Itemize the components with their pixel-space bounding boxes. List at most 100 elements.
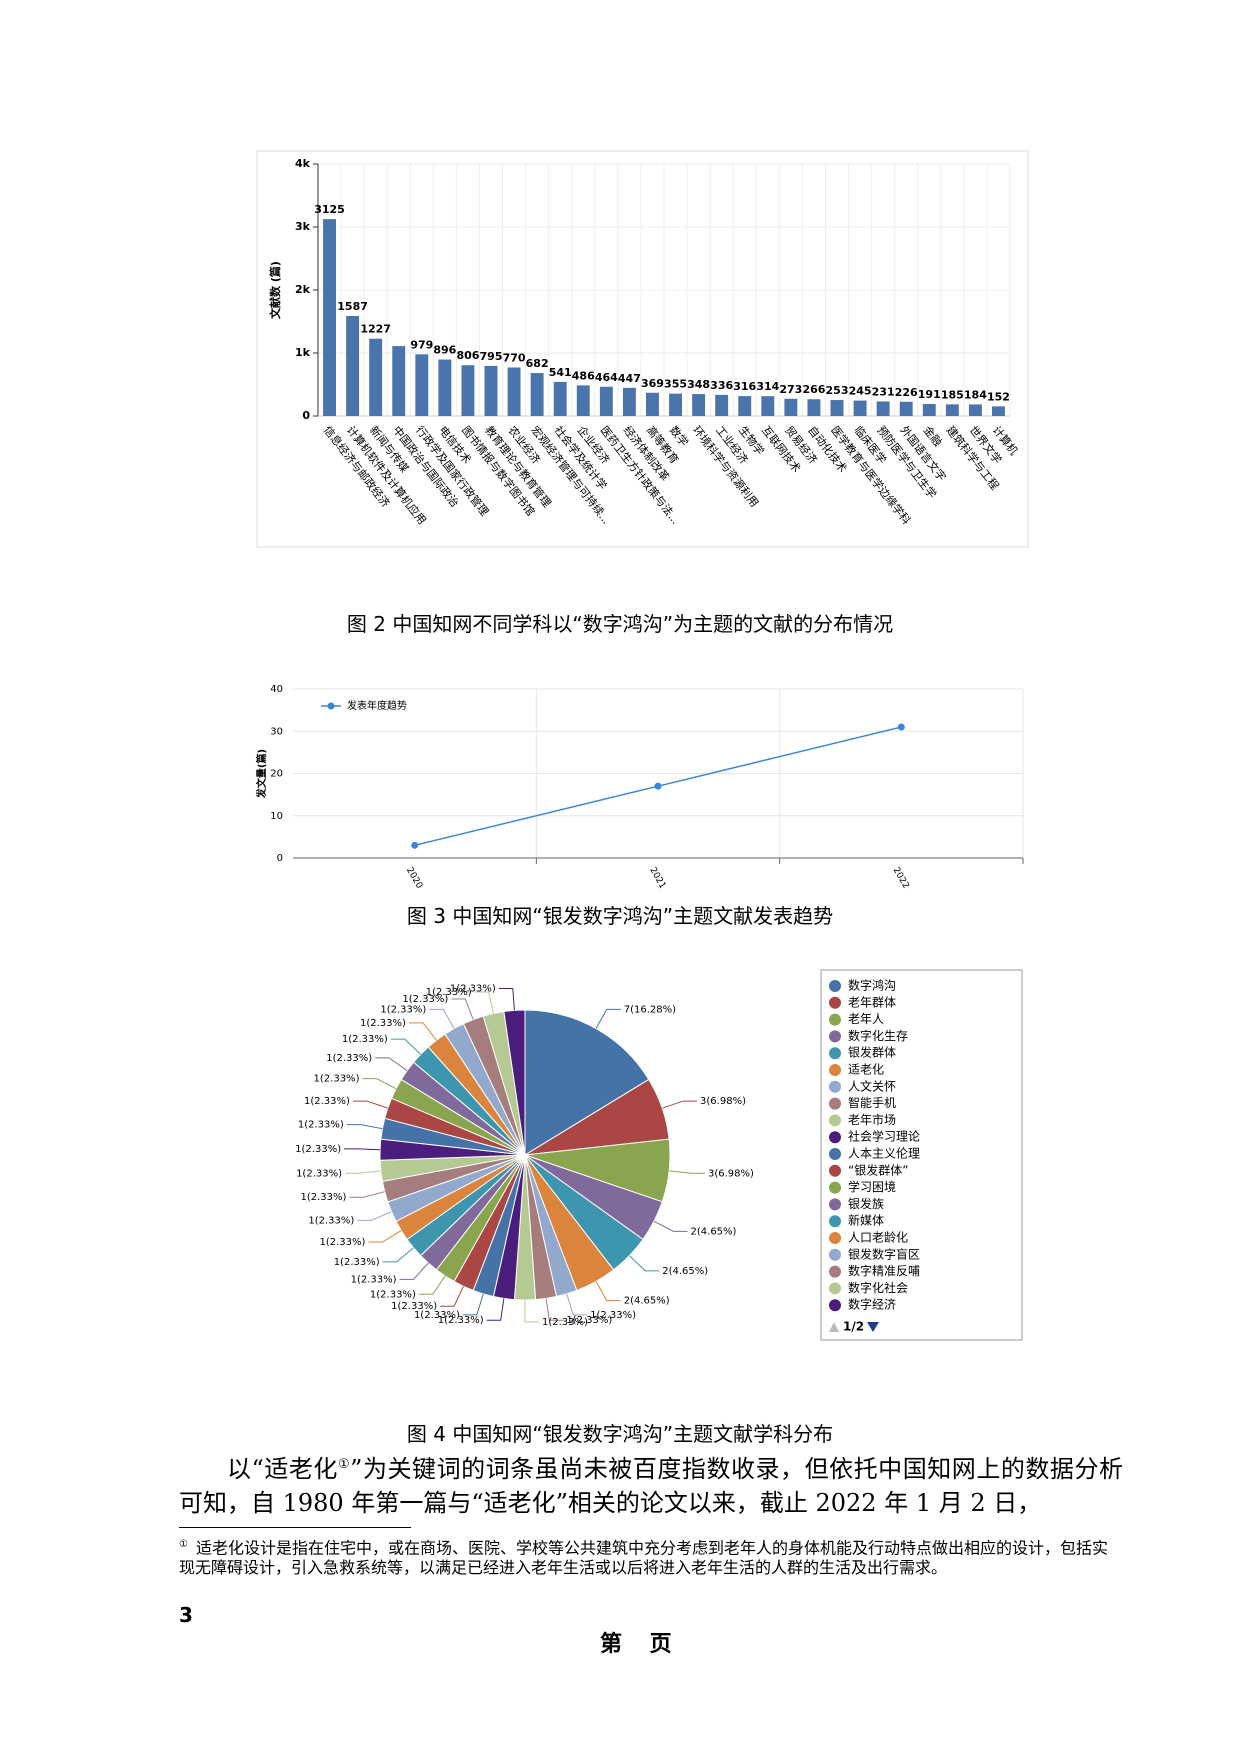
point	[654, 782, 662, 790]
bar	[807, 399, 821, 416]
legend-label: 数字化生存	[848, 1028, 908, 1043]
bar	[715, 394, 729, 416]
x-tick-label: 2020	[404, 866, 424, 891]
legend-page: 1/2	[843, 1320, 864, 1334]
leader-line	[344, 1148, 381, 1151]
value-label: 184	[964, 388, 987, 401]
leader-line	[346, 1124, 383, 1130]
legend-label: 银发群体	[848, 1045, 896, 1060]
legend-marker	[829, 1131, 841, 1144]
y-tick-label: 10	[270, 811, 283, 822]
value-label: 806	[456, 349, 479, 362]
paragraph-text: 以“适老化	[227, 1455, 338, 1483]
leader-line	[545, 1298, 564, 1321]
slice-label: 1(2.33%)	[450, 983, 496, 994]
legend-label: 社会学习理论	[848, 1129, 920, 1144]
legend-marker	[829, 1232, 841, 1244]
legend-label: 数字经济	[848, 1297, 896, 1312]
leader-line	[566, 1293, 588, 1316]
value-label: 447	[618, 372, 641, 385]
slice-label: 1(2.33%)	[590, 1310, 636, 1321]
leader-line	[595, 1008, 621, 1029]
value-label: 336	[710, 379, 733, 392]
bar	[622, 387, 636, 416]
slice-label: 1(2.33%)	[342, 1034, 388, 1045]
legend-marker	[829, 980, 841, 992]
leader-line	[629, 1255, 660, 1272]
slice-label: 1(2.33%)	[360, 1018, 406, 1029]
value-label: 979	[410, 338, 433, 351]
pie-slice	[524, 1009, 650, 1156]
figure-caption: 图 3 中国知网“银发数字鸿沟”主题文献发表趋势	[406, 904, 834, 928]
legend-label: 银发族	[848, 1196, 884, 1211]
value-label: 486	[572, 369, 595, 382]
footnote-mark: ①	[179, 1539, 188, 1550]
leader-line	[595, 1281, 621, 1302]
y-tick-label: 1k	[295, 346, 311, 359]
bar	[761, 396, 775, 416]
bar	[553, 381, 567, 416]
slice-label: 3(6.98%)	[700, 1096, 746, 1107]
legend-marker	[829, 1248, 841, 1261]
bar	[968, 404, 982, 416]
bar	[669, 393, 682, 416]
y-axis-title: 发文量(篇)	[255, 749, 268, 799]
legend-marker	[829, 1064, 841, 1076]
legend-marker	[829, 996, 841, 1009]
bar	[692, 394, 706, 416]
footer: 第 页	[600, 1632, 682, 1657]
slice-label: 1(2.33%)	[438, 1315, 484, 1326]
value-label: 316	[733, 380, 756, 393]
value-label: 3125	[314, 203, 345, 216]
y-tick-label: 40	[270, 684, 283, 695]
bar	[599, 386, 613, 416]
paragraph-text: ”为关键词的词条虽尚未被百度指数收录，但依托中国知网上的数据分析可知，自 198…	[179, 1455, 1123, 1517]
bar	[830, 400, 844, 416]
leader-line	[345, 1170, 381, 1174]
slice-label: 1(2.33%)	[542, 1317, 588, 1328]
bar	[507, 367, 521, 416]
pie-slice	[503, 1009, 526, 1156]
legend-marker	[829, 1215, 841, 1228]
leader-line	[486, 1298, 505, 1321]
leader-line	[390, 1038, 421, 1055]
bar	[438, 359, 452, 416]
value-label: 185	[941, 388, 964, 401]
bar	[899, 401, 913, 416]
x-tick-label: 2022	[891, 866, 911, 891]
legend-label: 人口老龄化	[848, 1231, 908, 1245]
slice-label: 1(2.33%)	[370, 1289, 416, 1300]
leader-line	[451, 998, 474, 1020]
bar	[784, 398, 798, 416]
leader-line	[429, 1008, 455, 1029]
slice-label: 1(2.33%)	[326, 1053, 372, 1064]
value-label: 266	[802, 383, 825, 396]
slice-label: 1(2.33%)	[304, 1096, 350, 1107]
legend-marker	[829, 1030, 841, 1043]
value-label: 770	[503, 351, 526, 364]
legend-marker	[829, 1181, 841, 1194]
legend-label: 数字精准反哺	[848, 1263, 920, 1278]
legend-marker	[829, 1047, 841, 1060]
slice-label: 2(4.65%)	[662, 1266, 708, 1277]
bar	[992, 406, 1005, 416]
bar	[576, 385, 590, 416]
legend-label: 老年人	[848, 1012, 884, 1026]
bar	[922, 403, 936, 416]
bar	[415, 354, 429, 416]
legend-label: 发表年度趋势	[347, 699, 407, 712]
bar	[392, 346, 406, 416]
legend-label: 老年市场	[848, 1112, 896, 1127]
y-axis-title: 文献数 (篇)	[268, 261, 282, 319]
leader-line	[662, 1100, 698, 1109]
footnote: ① 适老化设计是指在住宅中，或在商场、医院、学校等公共建筑中充分考虑到老年人的身体…	[179, 1535, 1109, 1578]
leader-line	[368, 1230, 402, 1243]
point	[411, 841, 419, 849]
point	[897, 723, 905, 731]
value-label: 245	[849, 385, 872, 398]
slice-label: 1(2.33%)	[296, 1168, 342, 1179]
legend-label: 人本主义伦理	[848, 1146, 920, 1161]
value-label: 464	[595, 371, 618, 384]
